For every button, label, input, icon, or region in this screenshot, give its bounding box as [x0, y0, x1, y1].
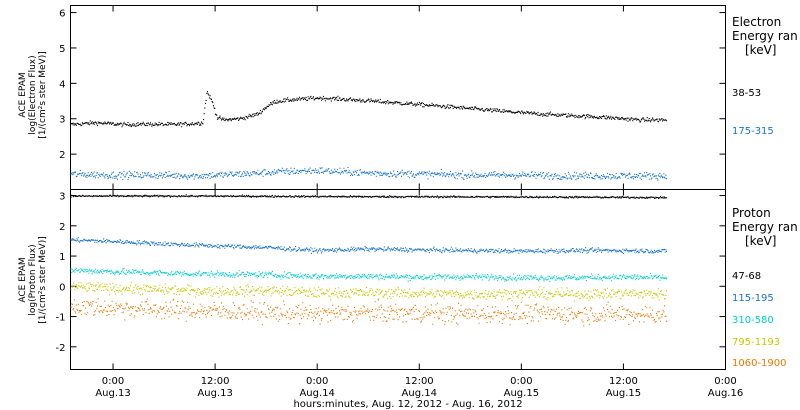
proton-legend-title-line2: Energy ran [732, 220, 798, 234]
electron-panel-frame [70, 5, 726, 190]
proton-legend-entry-4: 1060-1900 [732, 358, 787, 369]
electron-legend-entry-0: 38-53 [732, 88, 761, 99]
proton-y-tick-label-3: 1 [59, 252, 65, 263]
x-tick-label-date-4: Aug.15 [504, 388, 539, 399]
electron-ylabel-line3: [1/(cm²s ster MeV)] [38, 51, 48, 138]
electron-legend-title-line3: [keV] [745, 43, 776, 57]
proton-series-2-points [70, 267, 668, 282]
proton-series-0-points [70, 194, 668, 199]
proton-y-tick-label-4: 2 [59, 222, 65, 233]
electron-y-tick-label-0: 2 [59, 150, 65, 161]
x-axis-title: hours:minutes, Aug. 12, 2012 - Aug. 16, … [293, 399, 522, 410]
x-tick-label-time-6: 0:00 [714, 376, 736, 387]
electron-y-tick-label-2: 4 [59, 79, 65, 90]
x-tick-label-date-6: Aug.16 [708, 388, 743, 399]
x-tick-label-date-0: Aug.13 [95, 388, 130, 399]
proton-y-tick-label-0: -2 [56, 343, 66, 354]
proton-y-tick-label-5: 3 [59, 192, 65, 203]
x-tick-label-time-2: 0:00 [306, 376, 328, 387]
proton-ylabel-line2: log(Proton Flux) [28, 244, 38, 315]
x-tick-label-time-0: 0:00 [102, 376, 124, 387]
proton-legend-entry-0: 47-68 [732, 271, 761, 282]
proton-y-tick-label-2: 0 [59, 282, 65, 293]
chart-marks: 0:00Aug.1312:00Aug.130:00Aug.1412:00Aug.… [56, 5, 787, 399]
electron-ylabel-line1: ACE EPAM [18, 72, 28, 117]
x-tick-label-time-5: 12:00 [609, 376, 638, 387]
electron-y-tick-label-3: 5 [59, 44, 65, 55]
x-tick-label-time-3: 12:00 [405, 376, 434, 387]
proton-series-3-points [70, 281, 668, 302]
electron-series-1-points [70, 166, 668, 181]
proton-legend-entry-1: 115-195 [732, 293, 774, 304]
proton-legend-title-line1: Proton [732, 206, 771, 220]
electron-ylabel-line2: log(Electron Flux) [28, 55, 38, 134]
proton-y-tick-label-1: -1 [56, 313, 66, 324]
proton-ylabel-line1: ACE EPAM [18, 257, 28, 302]
electron-y-tick-label-4: 6 [59, 9, 65, 20]
proton-ylabel-line3: [1/(cm²s ster MeV)] [38, 236, 48, 323]
electron-y-tick-label-1: 3 [59, 115, 65, 126]
electron-series-0-points [70, 91, 668, 128]
x-tick-label-date-3: Aug.14 [402, 388, 437, 399]
x-tick-label-time-4: 0:00 [510, 376, 532, 387]
x-tick-label-date-2: Aug.14 [299, 388, 334, 399]
proton-panel-frame [70, 189, 726, 370]
proton-legend-entry-2: 310-580 [732, 315, 774, 326]
electron-legend-title-line2: Energy ran [732, 29, 798, 43]
electron-legend-entry-1: 175-315 [732, 126, 774, 137]
proton-legend-title-line3: [keV] [745, 234, 776, 248]
x-tick-label-date-5: Aug.15 [606, 388, 641, 399]
proton-series-1-points [70, 237, 668, 254]
x-tick-label-date-1: Aug.13 [197, 388, 232, 399]
x-tick-label-time-1: 12:00 [201, 376, 230, 387]
proton-series-4-points [70, 298, 668, 327]
proton-legend-entry-3: 795-1193 [732, 337, 780, 348]
electron-legend-title-line1: Electron [732, 15, 781, 29]
